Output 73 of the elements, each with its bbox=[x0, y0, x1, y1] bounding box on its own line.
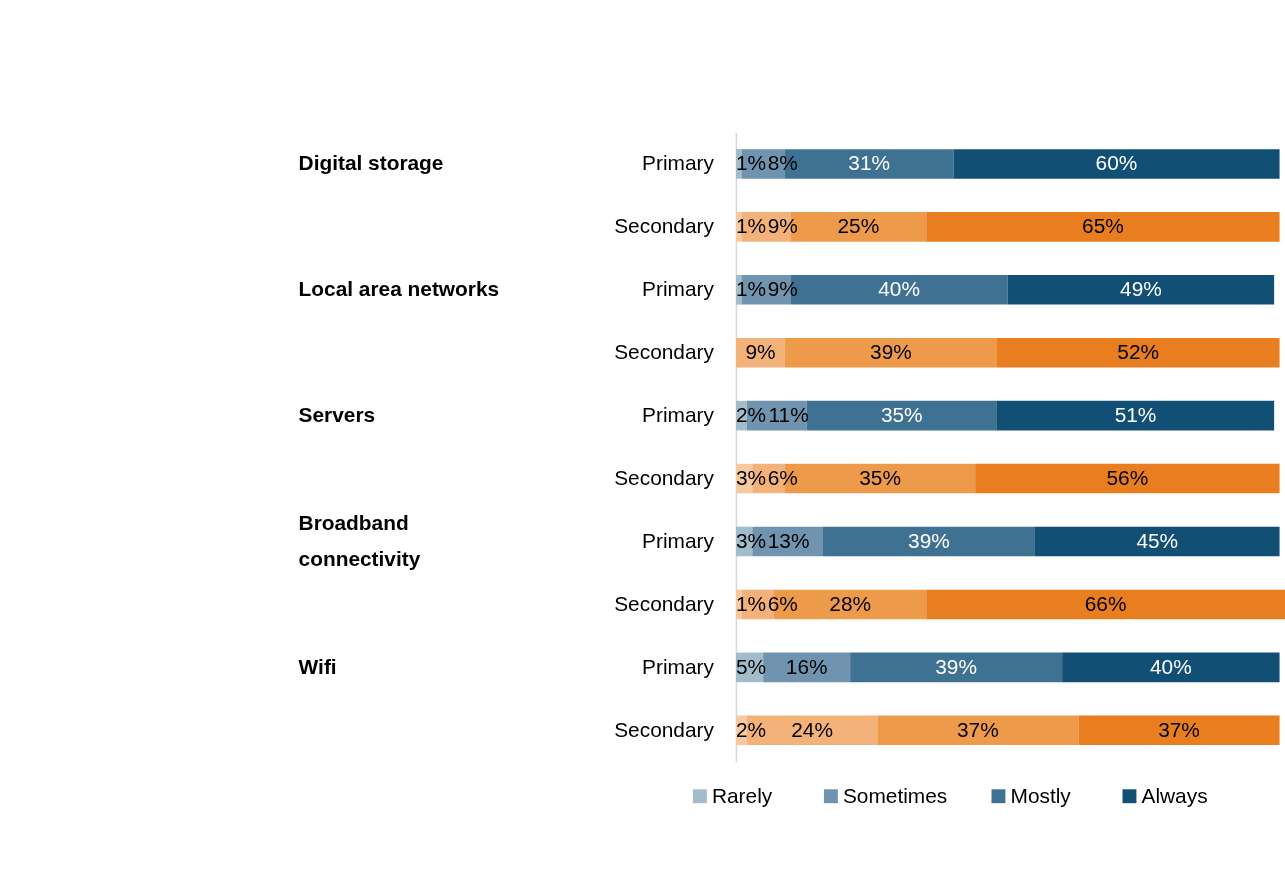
text: Wifi bbox=[298, 654, 337, 678]
data-label: 37% bbox=[1158, 717, 1200, 741]
data-label: 2% bbox=[735, 403, 767, 427]
y-tick-label: Secondary bbox=[614, 340, 715, 364]
data-label: 49% bbox=[1120, 277, 1162, 301]
data-label: 65% bbox=[1082, 214, 1124, 238]
bar bbox=[806, 400, 997, 431]
data-label: 5% bbox=[735, 654, 767, 678]
text: Local area networks bbox=[298, 277, 500, 301]
bar bbox=[996, 337, 1280, 368]
text: Broadband connectivity bbox=[298, 511, 421, 570]
y-tick-label: Primary bbox=[642, 403, 715, 427]
data-label: 39% bbox=[908, 528, 950, 552]
y-tick-label: Primary bbox=[642, 277, 715, 301]
data-label: 35% bbox=[880, 403, 923, 427]
data-label: 11% bbox=[768, 403, 809, 427]
data-label: 9% bbox=[767, 277, 798, 301]
legend-label: Rarely bbox=[711, 783, 773, 807]
y-tick-label: Secondary bbox=[614, 214, 715, 238]
bar bbox=[996, 400, 1275, 431]
text: Digital storage bbox=[298, 151, 444, 175]
data-label: 2% bbox=[735, 717, 767, 741]
y-tick-label: Secondary bbox=[614, 717, 715, 741]
data-label: 56% bbox=[1106, 465, 1149, 489]
data-label: 1% bbox=[735, 591, 767, 615]
data-label: 28% bbox=[829, 591, 872, 615]
data-label: 3% bbox=[735, 465, 767, 489]
data-label: 9% bbox=[767, 214, 798, 238]
bar bbox=[784, 337, 997, 368]
legend-label: Mostly bbox=[1010, 783, 1072, 807]
data-label: 60% bbox=[1095, 151, 1138, 175]
bar bbox=[926, 589, 1285, 620]
y-tick-label: Primary bbox=[642, 528, 715, 552]
data-label: 40% bbox=[878, 277, 920, 301]
bar bbox=[850, 652, 1063, 683]
legend-label: Sometimes bbox=[842, 783, 948, 807]
y-tick-label: Secondary bbox=[614, 465, 715, 489]
data-label: 52% bbox=[1117, 340, 1160, 364]
data-label: 37% bbox=[957, 717, 999, 741]
text: Servers bbox=[298, 403, 376, 427]
data-label: 40% bbox=[1149, 654, 1192, 678]
data-label: 8% bbox=[767, 151, 798, 175]
data-label: 13% bbox=[767, 528, 810, 552]
data-label: 1% bbox=[735, 214, 767, 238]
data-label: 3% bbox=[735, 528, 767, 552]
data-label: 16% bbox=[785, 654, 828, 678]
bar bbox=[1007, 275, 1275, 305]
data-label: 24% bbox=[791, 717, 833, 741]
bar bbox=[953, 149, 1280, 179]
data-label: 6% bbox=[767, 465, 798, 489]
y-tick-label: Secondary bbox=[614, 591, 715, 615]
bar bbox=[1034, 526, 1280, 557]
data-label: 1% bbox=[735, 277, 767, 301]
bar bbox=[1078, 715, 1280, 746]
bar bbox=[975, 463, 1280, 494]
data-label: 51% bbox=[1114, 403, 1157, 427]
data-label: 35% bbox=[859, 465, 901, 489]
bar bbox=[926, 212, 1280, 242]
data-label: 39% bbox=[935, 654, 978, 678]
data-label: 9% bbox=[745, 340, 776, 364]
legend-label: Always bbox=[1141, 783, 1208, 807]
bar bbox=[1062, 652, 1280, 683]
y-tick-label: Primary bbox=[642, 654, 715, 678]
bar bbox=[877, 715, 1079, 746]
y-tick-label: Primary bbox=[642, 151, 715, 175]
data-label: 31% bbox=[848, 151, 891, 175]
data-label: 39% bbox=[870, 340, 912, 364]
data-label: 25% bbox=[837, 214, 880, 238]
bar bbox=[822, 526, 1035, 557]
data-label: 6% bbox=[767, 591, 798, 615]
data-label: 45% bbox=[1136, 528, 1179, 552]
data-label: 66% bbox=[1084, 591, 1127, 615]
data-label: 1% bbox=[735, 151, 767, 175]
